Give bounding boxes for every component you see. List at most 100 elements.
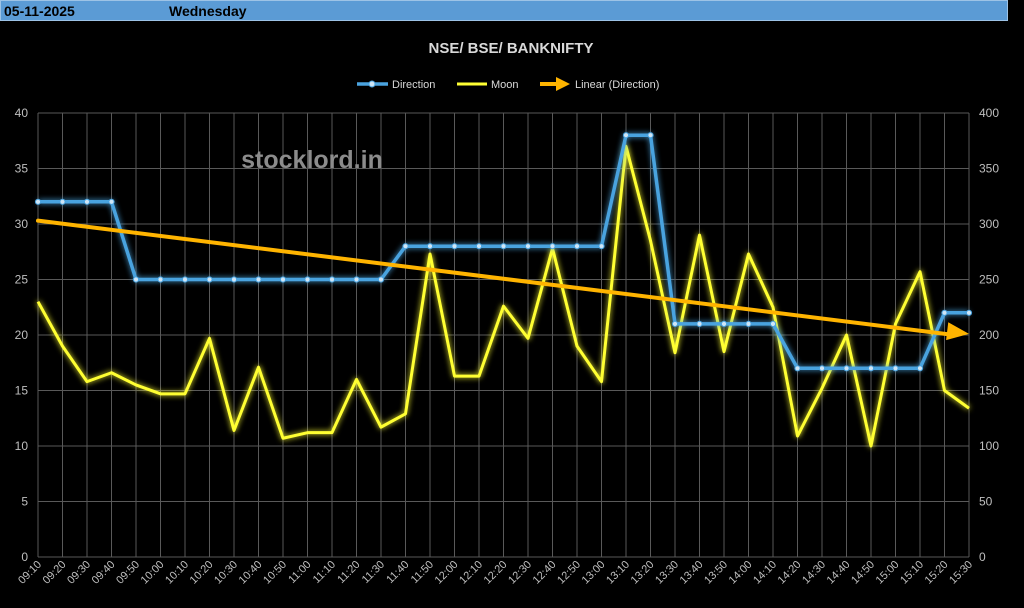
direction-point xyxy=(206,276,213,283)
direction-point xyxy=(794,365,801,372)
y-left-tick-label: 10 xyxy=(15,439,29,453)
direction-point xyxy=(181,276,189,283)
x-tick-label: 15:30 xyxy=(947,559,975,587)
direction-point xyxy=(353,276,360,283)
direction-point xyxy=(622,132,630,139)
x-tick-label: 09:30 xyxy=(65,559,93,587)
grid xyxy=(37,112,970,558)
direction-point xyxy=(402,243,409,250)
y-right-tick-label: 150 xyxy=(979,384,999,398)
direction-point xyxy=(83,198,91,205)
direction-point xyxy=(451,243,458,250)
legend-direction-marker xyxy=(368,80,376,88)
direction-point xyxy=(769,320,777,327)
header-bar: 05-11-2025 Wednesday xyxy=(0,0,1008,21)
direction-point xyxy=(377,276,385,283)
y-left-tick-label: 0 xyxy=(21,550,28,564)
direction-point xyxy=(745,320,752,327)
y-right-tick-label: 350 xyxy=(979,162,999,176)
direction-point xyxy=(279,276,287,283)
direction-point xyxy=(696,320,703,327)
x-tick-label: 12:30 xyxy=(506,559,534,587)
x-tick-label: 13:10 xyxy=(604,559,632,587)
x-tick-label: 12:50 xyxy=(555,559,583,587)
direction-point xyxy=(916,365,924,372)
x-tick-label: 11:50 xyxy=(409,559,436,586)
x-tick-label: 13:30 xyxy=(653,559,681,587)
direction-point xyxy=(598,243,605,250)
x-tick-label: 10:20 xyxy=(188,559,216,587)
y-right-tick-label: 300 xyxy=(979,217,999,231)
chart-title: NSE/ BSE/ BANKNIFTY xyxy=(428,40,593,57)
x-tick-label: 14:10 xyxy=(751,559,779,587)
y-right-tick-label: 200 xyxy=(979,328,999,342)
series-moon-line xyxy=(36,144,970,448)
x-tick-label: 10:50 xyxy=(261,559,289,587)
x-tick-label: 12:20 xyxy=(482,559,510,587)
direction-point xyxy=(59,198,66,205)
direction-point xyxy=(132,276,140,283)
x-tick-label: 11:40 xyxy=(384,559,411,586)
x-tick-label: 10:00 xyxy=(139,559,167,587)
direction-point xyxy=(892,365,899,372)
y-right-tick-label: 50 xyxy=(979,495,993,509)
y-right-tick-label: 400 xyxy=(979,106,999,120)
y-left-tick-label: 35 xyxy=(15,162,29,176)
x-tick-label: 13:20 xyxy=(629,559,657,587)
direction-point xyxy=(671,320,679,327)
x-tick-label: 12:00 xyxy=(433,559,461,587)
y-left-tick-label: 20 xyxy=(15,328,29,342)
x-tick-label: 10:40 xyxy=(237,559,265,587)
x-tick-label: 11:20 xyxy=(335,559,362,586)
x-tick-label: 13:40 xyxy=(678,559,706,587)
x-tick-label: 11:30 xyxy=(360,559,387,586)
x-tick-label: 13:50 xyxy=(702,559,730,587)
x-tick-label: 14:00 xyxy=(727,559,755,587)
x-tick-label: 10:10 xyxy=(163,559,191,587)
x-tick-label: 15:10 xyxy=(898,559,926,587)
direction-point xyxy=(549,243,556,250)
line-chart: NSE/ BSE/ BANKNIFTY Direction Moon Linear … xyxy=(15,40,1000,587)
legend-direction-label: Direction xyxy=(392,79,435,91)
legend-moon-label: Moon xyxy=(491,79,519,91)
direction-point xyxy=(108,198,115,205)
y-left-tick-label: 15 xyxy=(15,384,29,398)
x-tick-label: 10:30 xyxy=(212,559,240,587)
direction-point xyxy=(230,276,238,283)
x-tick-label: 14:30 xyxy=(800,559,828,587)
direction-point xyxy=(965,309,973,316)
direction-point xyxy=(426,243,434,250)
trendline-arrowhead xyxy=(946,322,969,341)
x-tick-label: 11:00 xyxy=(286,559,313,586)
y-left-tick-label: 5 xyxy=(21,495,28,509)
legend: Direction Moon Linear (Direction) xyxy=(357,77,659,91)
direction-point xyxy=(34,198,42,205)
direction-point xyxy=(818,365,826,372)
direction-point xyxy=(720,320,728,327)
direction-point xyxy=(328,276,336,283)
y-left-tick-label: 40 xyxy=(15,106,29,120)
watermark: stocklord.in xyxy=(241,146,383,174)
x-tick-label: 15:00 xyxy=(874,559,902,587)
trendline-direction xyxy=(36,218,957,338)
direction-point xyxy=(500,243,507,250)
direction-point xyxy=(524,243,532,250)
x-tick-label: 12:40 xyxy=(531,559,559,587)
x-tick-label: 14:20 xyxy=(776,559,804,587)
direction-point xyxy=(941,309,948,316)
y-left-tick-label: 25 xyxy=(15,273,29,287)
axes: 0510152025303540050100150200250300350400… xyxy=(15,106,1000,587)
y-right-tick-label: 100 xyxy=(979,439,999,453)
x-tick-label: 09:50 xyxy=(114,559,142,587)
y-right-tick-label: 0 xyxy=(979,550,986,564)
direction-point xyxy=(843,365,850,372)
direction-point xyxy=(867,365,875,372)
x-tick-label: 13:00 xyxy=(580,559,608,587)
day-label: Wednesday xyxy=(169,3,247,19)
x-tick-label: 15:20 xyxy=(923,559,951,587)
legend-trend-label: Linear (Direction) xyxy=(575,79,659,91)
direction-point xyxy=(255,276,262,283)
x-tick-label: 11:10 xyxy=(311,559,338,586)
direction-point xyxy=(573,243,581,250)
direction-point xyxy=(475,243,483,250)
